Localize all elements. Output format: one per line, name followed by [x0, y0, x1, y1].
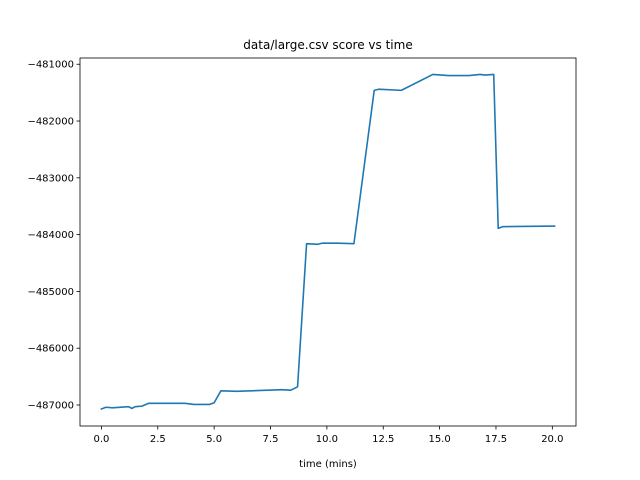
x-axis-ticks: 0.0 2.5 5.0 7.5 10.0 12.5 15.0 17.5 20.0: [93, 426, 563, 445]
x-tick-label: 20.0: [541, 434, 563, 445]
x-tick-label: 0.0: [93, 434, 109, 445]
series-line: [100, 73, 556, 410]
x-axis-label: time (mins): [299, 459, 357, 470]
y-tick-label: −481000: [27, 60, 74, 71]
x-tick-label: 5.0: [206, 434, 222, 445]
plot-frame: [79, 57, 577, 427]
y-tick-label: −482000: [27, 117, 74, 128]
y-tick-label: −484000: [27, 230, 74, 241]
x-tick-label: 2.5: [150, 434, 166, 445]
y-axis-ticks: −481000 −482000 −483000 −484000 −485000 −4860…: [27, 60, 80, 411]
y-tick-label: −486000: [27, 344, 74, 355]
x-tick-label: 12.5: [372, 434, 394, 445]
y-tick-label: −487000: [27, 400, 74, 411]
x-tick-label: 10.0: [316, 434, 338, 445]
y-tick-label: −485000: [27, 287, 74, 298]
y-tick-label: −483000: [27, 173, 74, 184]
x-tick-label: 15.0: [428, 434, 450, 445]
x-tick-label: 7.5: [263, 434, 279, 445]
chart-title: data/large.csv score vs time: [243, 38, 412, 52]
x-tick-label: 17.5: [485, 434, 507, 445]
